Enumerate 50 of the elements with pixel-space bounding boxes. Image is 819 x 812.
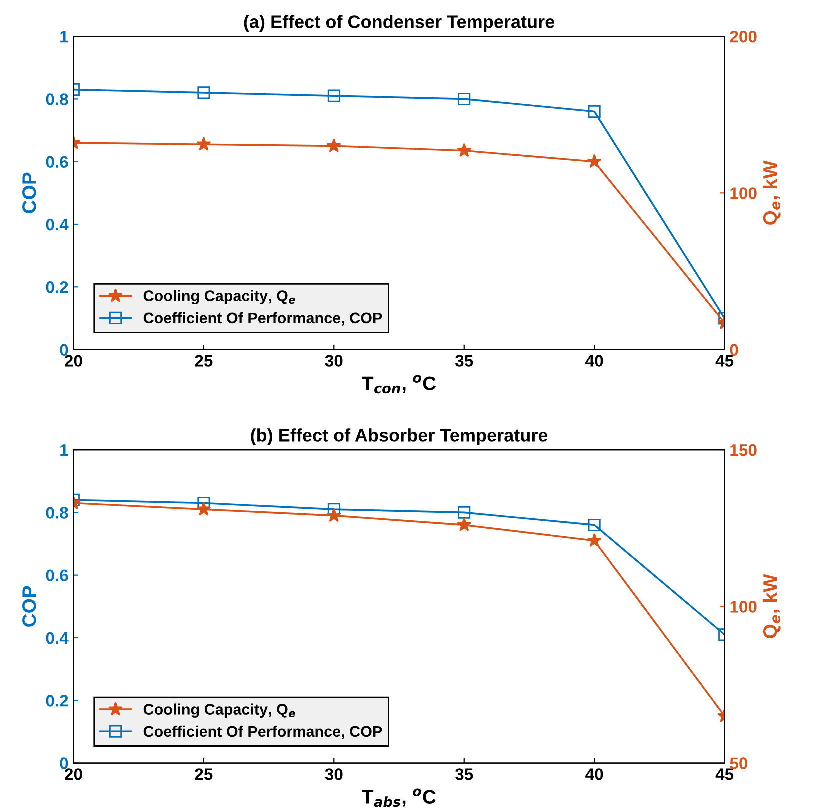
y-tick-label: 0.6 [46, 156, 68, 168]
y2-tick-label: 50 [730, 758, 748, 770]
x-tick-label: 30 [325, 768, 343, 780]
x-tick-label: 45 [716, 768, 734, 780]
y-axis-title: COP [22, 586, 36, 627]
y-tick-label: 0 [60, 758, 68, 770]
y-tick-label: 1 [60, 31, 68, 43]
y-tick-label: 0.2 [46, 282, 68, 294]
y-tick-label: 0.4 [46, 632, 69, 644]
y2-tick-label: 100 [730, 601, 757, 613]
x-axis-title: T$_{con}$, $^{o}$C [362, 375, 436, 394]
y-axis-title: COP [22, 172, 36, 214]
x-tick-label: 25 [195, 768, 213, 780]
x-tick-label: 25 [195, 355, 213, 367]
y-tick-label: 1 [60, 444, 68, 456]
point [328, 90, 340, 102]
x-tick-label: 35 [455, 355, 474, 367]
y2-tick-label: 100 [730, 188, 757, 200]
y-tick-label: 0.8 [46, 94, 68, 106]
chart-title: (a) Effect of Condenser Temperature [244, 15, 554, 32]
y2-tick-label: 0 [730, 344, 738, 356]
x-tick-label: 20 [65, 768, 82, 780]
y2-axis-title: Q$_{e}$, kW [762, 160, 781, 225]
x-tick-label: 35 [455, 768, 474, 780]
x-tick-label: 20 [65, 355, 82, 367]
x-tick-label: 45 [716, 355, 734, 367]
legend-label: Coefficient Of Performance, COP [144, 312, 382, 326]
point [458, 92, 471, 106]
x-axis-title: T$_{abs}$, $^{o}$C [362, 788, 436, 808]
point [457, 518, 472, 532]
y-tick-label: 0.6 [46, 570, 68, 582]
chart-title: (b) Effect of Absorber Temperature [251, 428, 548, 446]
y2-axis-title: Q$_{e}$, kW [762, 574, 781, 638]
point [458, 506, 471, 519]
x-tick-label: 30 [325, 355, 343, 367]
point [326, 508, 342, 522]
legend-label: Coefficient Of Performance, COP [144, 726, 382, 740]
y-tick-label: 0.8 [46, 507, 68, 519]
y-tick-label: 0 [60, 344, 68, 356]
y-tick-label: 0.2 [46, 695, 68, 707]
y2-tick-label: 200 [730, 30, 757, 43]
legend-label: Cooling Capacity, Q$_{e}$ [144, 290, 296, 305]
point [328, 503, 340, 516]
x-tick-label: 40 [586, 355, 604, 367]
y2-tick-label: 150 [730, 444, 757, 456]
legend-label: Cooling Capacity, Q$_{e}$ [144, 704, 296, 718]
point [326, 138, 342, 152]
point [457, 143, 472, 158]
x-tick-label: 40 [586, 768, 604, 780]
y-tick-label: 0.4 [46, 218, 69, 231]
